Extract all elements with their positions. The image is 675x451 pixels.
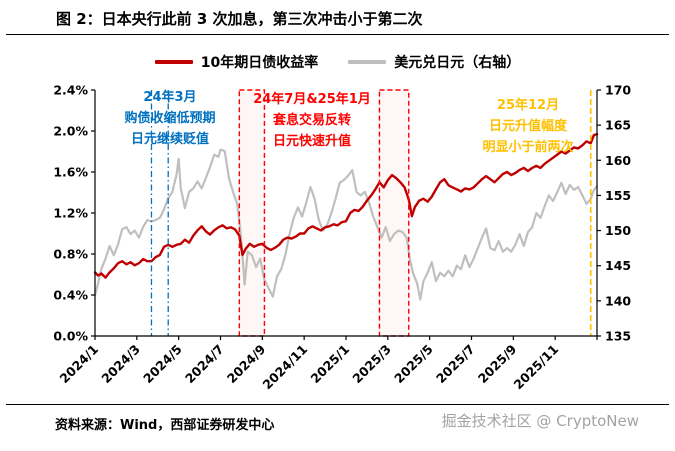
left-axis-tick-label: 0.4% <box>53 288 88 303</box>
x-axis-tick-label: 2025/5 <box>391 342 436 387</box>
right-axis-tick-label: 155 <box>605 188 631 203</box>
annotation-line: 日元快速升值 <box>272 133 351 149</box>
annotation-line: 购债收缩低预期 <box>124 110 216 126</box>
x-axis-tick-label: 2024/5 <box>140 342 185 387</box>
left-axis-tick-label: 1.2% <box>53 206 88 221</box>
red-line-swatch <box>154 60 193 64</box>
legend-label-usdjpy: 美元兑日元（右轴） <box>394 55 521 71</box>
annotation-march-2024: 24年3月 购债收缩低预期 日元继续贬值 <box>103 88 237 150</box>
annotation-line: 24年7月&25年1月 <box>253 92 371 107</box>
left-axis-tick-label: 1.6% <box>53 165 88 180</box>
right-axis-tick-label: 170 <box>605 83 631 98</box>
gray-line-swatch <box>348 60 387 64</box>
x-axis-tick-label: 2025/1 <box>308 342 353 387</box>
legend-item-usdjpy: 美元兑日元（右轴） <box>348 52 520 72</box>
right-axis-tick-label: 165 <box>605 118 631 133</box>
x-axis-tick-label: 2025/7 <box>433 342 478 387</box>
x-axis-tick-label: 2024/1 <box>57 342 102 387</box>
annotation-line: 套息交易反转 <box>272 112 351 128</box>
legend-item-jgb-yield: 10年期日债收益率 <box>154 52 319 72</box>
left-axis-tick-label: 2.4% <box>53 83 88 98</box>
right-axis-tick-label: 140 <box>605 293 631 308</box>
x-axis-tick-label: 2024/3 <box>98 342 143 387</box>
right-axis-tick-label: 160 <box>605 153 631 168</box>
x-axis-tick-label: 2025/9 <box>475 342 520 387</box>
annotation-line: 明显小于前两次 <box>482 139 574 155</box>
figure-title: 图 2：日本央行此前 3 次加息，第三次冲击小于第二次 <box>56 10 423 28</box>
x-axis-tick-label: 2024/9 <box>224 342 269 387</box>
annotation-line: 24年3月 <box>143 90 197 105</box>
chart-legend: 10年期日债收益率 美元兑日元（右轴） <box>0 52 675 72</box>
right-axis-tick-label: 145 <box>605 258 631 273</box>
left-axis-tick-label: 0.0% <box>53 329 88 344</box>
x-axis-tick-label: 2024/7 <box>182 342 227 387</box>
x-axis-tick-label: 2024/11 <box>260 342 311 393</box>
x-axis-tick-label: 2025/11 <box>511 342 562 393</box>
annotation-line: 日元升值幅度 <box>488 118 567 134</box>
legend-label-jgb-yield: 10年期日债收益率 <box>200 55 319 71</box>
annotation-carry-trade-reversal: 24年7月&25年1月 套息交易反转 日元快速升值 <box>236 90 388 152</box>
series-right <box>93 148 599 301</box>
annotation-december-2025: 25年12月 日元升值幅度 明显小于前两次 <box>466 96 590 158</box>
watermark-text: 掘金技术社区 @ CryptoNew <box>441 412 639 430</box>
right-axis-tick-label: 150 <box>605 223 631 238</box>
right-axis-tick-label: 135 <box>605 329 631 344</box>
annotation-line: 日元继续贬值 <box>130 131 209 147</box>
data-source-text: 资料来源：Wind，西部证券研发中心 <box>55 418 275 433</box>
title-divider <box>6 34 669 35</box>
footer-divider <box>6 404 669 405</box>
x-axis-tick-label: 2025/3 <box>349 342 394 387</box>
annotation-line: 25年12月 <box>496 98 560 113</box>
left-axis-tick-label: 0.8% <box>53 247 88 262</box>
left-axis-tick-label: 2.0% <box>53 124 88 139</box>
